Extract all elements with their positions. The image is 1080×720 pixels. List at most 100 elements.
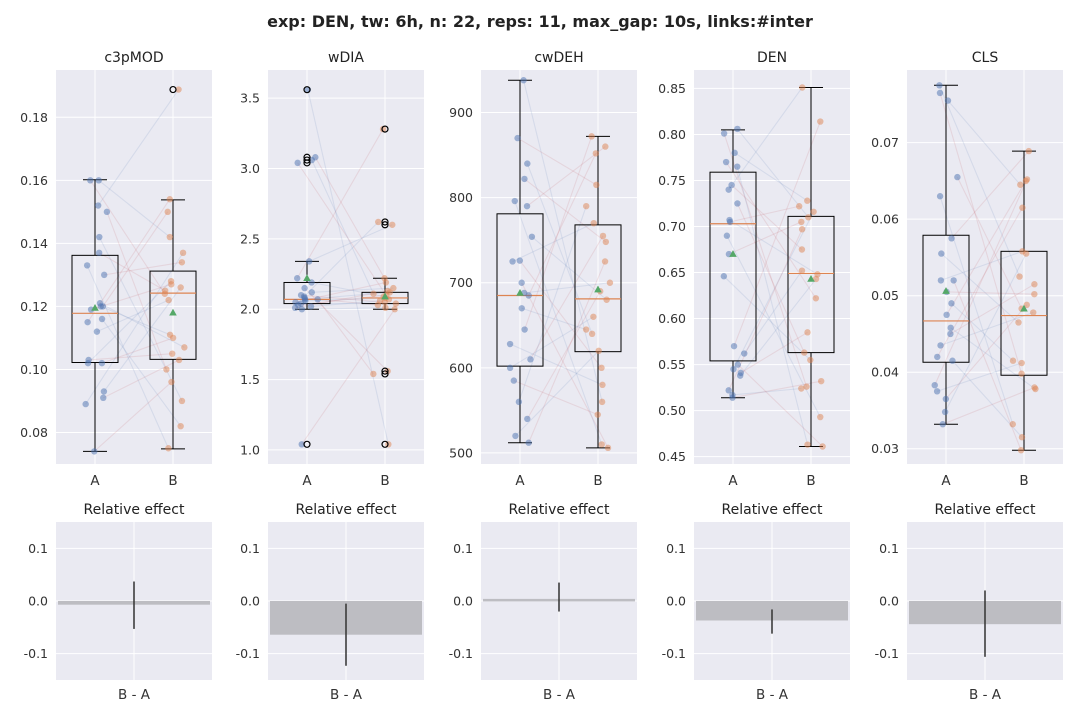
data-point: [511, 197, 518, 205]
data-point: [729, 394, 736, 401]
y-tick-label: 0.60: [658, 311, 686, 326]
data-point: [730, 365, 737, 373]
data-point: [602, 238, 610, 246]
data-point: [291, 304, 299, 312]
data-point: [379, 125, 387, 133]
pair-link: [934, 179, 1028, 386]
flier-point: [381, 218, 389, 226]
data-point: [161, 290, 168, 297]
y-tick-label: -0.1: [875, 646, 899, 661]
data-point: [314, 296, 321, 303]
pair-link: [524, 282, 611, 294]
data-point: [730, 342, 738, 350]
y-tick-label: 0.06: [871, 212, 899, 227]
data-point: [606, 279, 614, 286]
pair-link: [940, 250, 1023, 281]
y-tick-label: 0.16: [20, 173, 48, 188]
data-point: [817, 118, 824, 125]
pair-link: [729, 219, 818, 275]
pair-link: [736, 166, 809, 445]
data-point: [100, 394, 107, 402]
data-point: [1017, 447, 1025, 454]
flier-point: [303, 156, 311, 164]
mean-marker: [169, 308, 177, 316]
y-tick-label: 800: [449, 190, 473, 205]
panel-0: 0.08 0.10 0.12 0.14 0.16 0.18 c3pMOD A B: [20, 50, 212, 489]
data-point: [1031, 290, 1038, 298]
pair-link: [519, 260, 602, 369]
data-point: [725, 186, 732, 193]
plot-background: [268, 70, 424, 464]
data-point: [98, 359, 106, 367]
data-point: [93, 328, 101, 335]
data-point: [521, 175, 528, 183]
data-point: [601, 258, 609, 265]
data-point: [164, 208, 171, 216]
data-point: [179, 249, 187, 257]
pair-link: [951, 302, 1014, 362]
data-point: [516, 257, 524, 264]
data-point: [177, 284, 184, 291]
y-tick-label: 0.80: [658, 127, 686, 142]
plot-background: [56, 70, 212, 464]
pair-link: [526, 163, 593, 334]
data-point: [375, 218, 382, 226]
data-point: [178, 259, 186, 266]
y-tick-label: 500: [449, 445, 473, 460]
data-point: [934, 353, 941, 361]
data-point: [938, 250, 945, 257]
data-point: [166, 196, 173, 203]
y-tick-label: 0.0: [28, 594, 48, 609]
data-point: [582, 326, 590, 333]
data-point: [370, 290, 377, 297]
x-tick-label: B - A: [756, 687, 789, 703]
data-point: [1030, 309, 1037, 316]
pair-link: [734, 152, 808, 202]
effect-panel-0: -0.1 0.0 0.1 Relative effect B - A: [24, 502, 212, 703]
pair-link: [98, 252, 166, 292]
data-point: [936, 82, 943, 89]
panel-title: wDIA: [328, 50, 364, 66]
data-point: [948, 235, 955, 242]
data-point: [177, 422, 184, 430]
pair-link: [509, 343, 603, 386]
data-point: [799, 84, 806, 91]
pair-link: [947, 100, 1021, 186]
y-tick-label: 1.5: [240, 372, 260, 387]
y-tick-label: 700: [449, 275, 473, 290]
data-point: [947, 324, 954, 332]
data-point: [165, 445, 172, 452]
data-point: [294, 275, 301, 282]
data-point: [810, 208, 817, 215]
pair-link: [743, 270, 803, 354]
data-point: [936, 89, 944, 97]
data-point: [805, 214, 812, 221]
y-tick-label: 0.1: [240, 541, 260, 556]
pair-link: [945, 304, 1028, 400]
data-point: [103, 208, 111, 216]
data-point: [1017, 181, 1024, 188]
data-point: [181, 344, 188, 351]
pair-link: [297, 162, 390, 300]
pair-link: [301, 294, 385, 303]
data-point: [301, 284, 308, 292]
data-point: [95, 249, 103, 257]
pair-link: [102, 211, 169, 307]
data-point: [527, 356, 534, 363]
data-point: [1023, 301, 1030, 309]
data-point: [308, 289, 315, 296]
pair-link: [514, 200, 603, 445]
data-point: [795, 203, 803, 210]
pair-link: [733, 121, 821, 347]
data-point: [392, 300, 400, 307]
data-point: [937, 342, 944, 349]
pair-link: [513, 380, 598, 416]
pair-link: [723, 133, 808, 387]
data-point: [163, 366, 170, 373]
data-point: [1032, 385, 1039, 393]
data-point: [1016, 273, 1023, 280]
data-point: [723, 232, 731, 239]
data-point: [602, 143, 609, 150]
pair-link: [740, 331, 808, 374]
